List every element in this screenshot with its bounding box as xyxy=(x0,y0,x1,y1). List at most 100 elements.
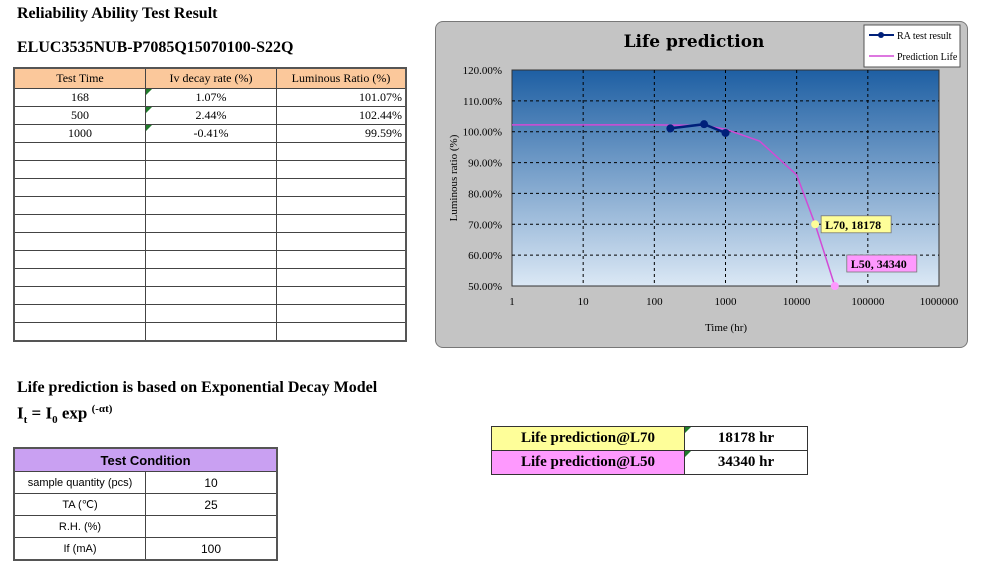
empty-cell xyxy=(276,232,407,251)
col-header-luminous-ratio: Luminous Ratio (%) xyxy=(276,67,407,89)
empty-cell xyxy=(145,322,277,342)
empty-cell xyxy=(13,250,146,269)
ra-test-point xyxy=(666,124,675,133)
empty-cell xyxy=(276,214,407,233)
empty-cell xyxy=(276,250,407,269)
x-tick-label: 1 xyxy=(509,296,515,308)
col-header-test-time: Test Time xyxy=(13,67,146,89)
annotation-label: L70, 18178 xyxy=(825,218,881,232)
x-axis-label: Time (hr) xyxy=(705,322,747,334)
empty-cell xyxy=(13,196,146,215)
legend-prediction-label: Prediction Life xyxy=(897,52,958,63)
life-prediction-chart: Life prediction 1 10 100 1000 10000 100000 100… xyxy=(435,21,968,348)
empty-cell xyxy=(145,304,277,323)
life-prediction-value: 18178 hr xyxy=(684,426,808,451)
empty-cell xyxy=(13,304,146,323)
legend-ra-marker xyxy=(878,32,884,38)
empty-cell xyxy=(145,142,277,161)
empty-cell xyxy=(276,178,407,197)
cell-comment-marker xyxy=(146,89,152,95)
x-tick-label: 10000 xyxy=(783,296,811,308)
empty-cell xyxy=(13,178,146,197)
empty-cell xyxy=(13,286,146,305)
empty-cell xyxy=(276,196,407,215)
table-row: 168 1.07% 101.07% xyxy=(13,88,407,107)
cell-comment-marker xyxy=(146,125,152,131)
empty-table-row xyxy=(13,196,407,215)
empty-cell xyxy=(276,322,407,342)
condition-value: 25 xyxy=(145,493,278,516)
ra-test-point xyxy=(700,120,709,129)
empty-cell xyxy=(145,232,277,251)
empty-table-row xyxy=(13,160,407,179)
axis-ticks: 1 10 100 1000 10000 100000 1000000 50.00% 60.00%… xyxy=(463,65,959,308)
cell-comment-marker xyxy=(146,107,152,113)
y-tick-label: 50.00% xyxy=(468,281,502,293)
formula-exponent: (-αt) xyxy=(91,403,113,415)
condition-value: 10 xyxy=(145,471,278,494)
empty-cell xyxy=(145,286,277,305)
decay-rate-cell: 1.07% xyxy=(145,88,277,107)
test-condition-table: Test Condition sample quantity (pcs) 10 TA… xyxy=(13,447,278,561)
test-time-cell: 168 xyxy=(13,88,146,107)
part-number: ELUC3535NUB-P7085Q15070100-S22Q xyxy=(17,39,294,56)
luminous-ratio-cell: 102.44% xyxy=(276,106,407,125)
chart-svg: Life prediction 1 10 100 1000 10000 100000 100… xyxy=(448,24,961,334)
empty-cell xyxy=(13,322,146,342)
condition-row: TA (℃) 25 xyxy=(13,493,278,516)
test-condition-title: Test Condition xyxy=(13,447,278,472)
cell-comment-marker xyxy=(685,427,691,433)
empty-cell xyxy=(145,250,277,269)
col-header-decay-rate: Iv decay rate (%) xyxy=(145,67,277,89)
empty-cell xyxy=(145,178,277,197)
condition-key: TA (℃) xyxy=(13,493,146,516)
empty-table-row xyxy=(13,178,407,197)
y-tick-label: 110.00% xyxy=(463,96,502,108)
life-prediction-table: Life prediction@L70 18178 hr Life predicti… xyxy=(491,426,808,475)
empty-table-row xyxy=(13,286,407,305)
annotations: L70, 18178 L50, 34340 xyxy=(811,215,918,290)
annotation-label: L50, 34340 xyxy=(851,257,907,271)
results-table: Test Time Iv decay rate (%) Luminous Rat… xyxy=(13,67,407,342)
test-time-cell: 1000 xyxy=(13,124,146,143)
condition-key: sample quantity (pcs) xyxy=(13,471,146,494)
formula-lhs: I xyxy=(17,403,24,423)
formula-exp: exp xyxy=(57,403,92,423)
legend-ra-label: RA test result xyxy=(897,31,952,42)
report-title: Reliability Ability Test Result xyxy=(17,5,218,22)
condition-value xyxy=(145,515,278,538)
empty-cell xyxy=(276,160,407,179)
x-tick-label: 1000 xyxy=(715,296,738,308)
x-tick-label: 10 xyxy=(578,296,590,308)
annotation-point xyxy=(830,282,839,290)
results-header-row: Test Time Iv decay rate (%) Luminous Rat… xyxy=(13,67,407,89)
y-tick-label: 90.00% xyxy=(468,158,502,170)
empty-cell xyxy=(145,160,277,179)
formula-i0-sub: 0 xyxy=(52,414,58,427)
y-tick-label: 120.00% xyxy=(463,65,502,77)
y-tick-label: 60.00% xyxy=(468,250,502,262)
annotation-point xyxy=(811,220,820,229)
life-prediction-label: Life prediction@L50 xyxy=(491,450,685,475)
empty-table-row xyxy=(13,250,407,269)
y-axis-label: Luminous ratio (%) xyxy=(448,134,460,221)
life-prediction-label: Life prediction@L70 xyxy=(491,426,685,451)
empty-cell xyxy=(276,286,407,305)
empty-cell xyxy=(276,268,407,287)
empty-cell xyxy=(13,232,146,251)
model-description: Life prediction is based on Exponential … xyxy=(17,379,378,396)
life-prediction-row: Life prediction@L50 34340 hr xyxy=(491,450,808,475)
cell-comment-marker xyxy=(685,451,691,457)
formula-eq: = I xyxy=(27,403,53,423)
table-row: 500 2.44% 102.44% xyxy=(13,106,407,125)
ra-test-point xyxy=(721,128,730,137)
y-tick-label: 70.00% xyxy=(468,219,502,231)
table-row: 1000 -0.41% 99.59% xyxy=(13,124,407,143)
formula-lhs-sub: t xyxy=(23,414,28,427)
empty-table-row xyxy=(13,214,407,233)
condition-row: If (mA) 100 xyxy=(13,537,278,561)
chart-title: Life prediction xyxy=(624,32,765,52)
x-tick-label: 1000000 xyxy=(920,296,959,308)
empty-cell xyxy=(13,160,146,179)
decay-rate-cell: 2.44% xyxy=(145,106,277,125)
